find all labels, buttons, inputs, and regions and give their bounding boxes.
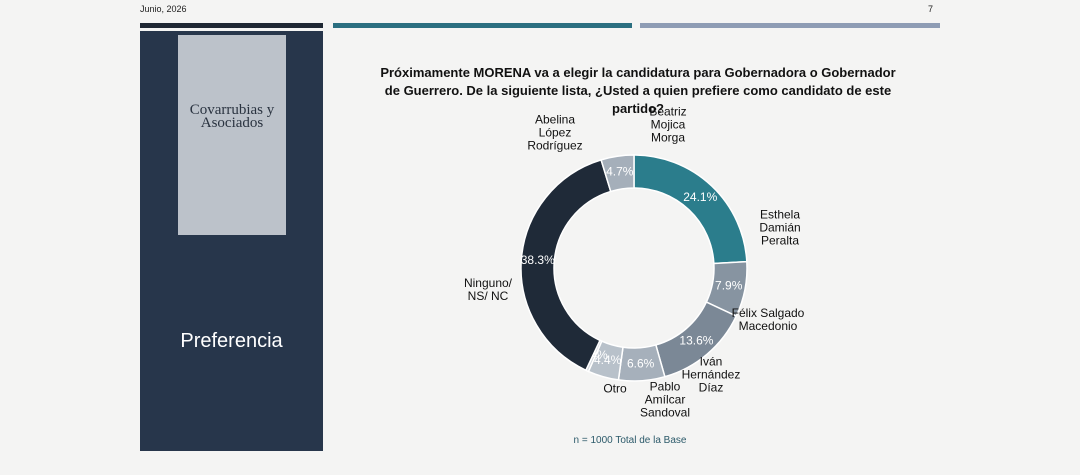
header-bar — [333, 23, 632, 28]
date: Junio, 2026 — [140, 4, 187, 14]
value-label: 6.6% — [627, 356, 655, 370]
logo-panel — [178, 35, 286, 235]
value-label: 7.9% — [715, 279, 743, 293]
value-label: 24.1% — [683, 190, 717, 204]
header-bar — [640, 23, 940, 28]
donut-segment — [520, 158, 612, 372]
header-bar — [140, 23, 323, 28]
donut-segment — [600, 154, 635, 193]
value-label: 13.6% — [679, 334, 713, 348]
value-label: 4.4% — [594, 353, 622, 367]
footnote: n = 1000 Total de la Base — [573, 435, 687, 446]
category-label: Beatriz Mojica Morga — [649, 104, 687, 145]
section-title: Preferencia — [180, 330, 283, 352]
category-label: Esthela Damián Peralta — [759, 207, 801, 248]
logo: Covarrubias y Asociados — [189, 102, 275, 131]
category-label: Abelina López Rodríguez — [527, 112, 583, 153]
category-label: Ninguno/ NS/ NC — [463, 276, 513, 303]
category-label: Iván Hernández Díaz — [681, 354, 741, 395]
donut-segment — [633, 154, 748, 265]
value-label: 4.7% — [606, 165, 634, 179]
category-label: Pablo Amílcar Sandoval — [639, 379, 691, 420]
category-label: Otro — [603, 381, 627, 396]
page-number: 7 — [928, 4, 934, 14]
chart-title: Próximamente MORENA va a elegir la candi… — [380, 65, 896, 116]
value-label: 38.3% — [521, 253, 555, 267]
category-label: Félix Salgado Macedonio — [731, 306, 805, 333]
